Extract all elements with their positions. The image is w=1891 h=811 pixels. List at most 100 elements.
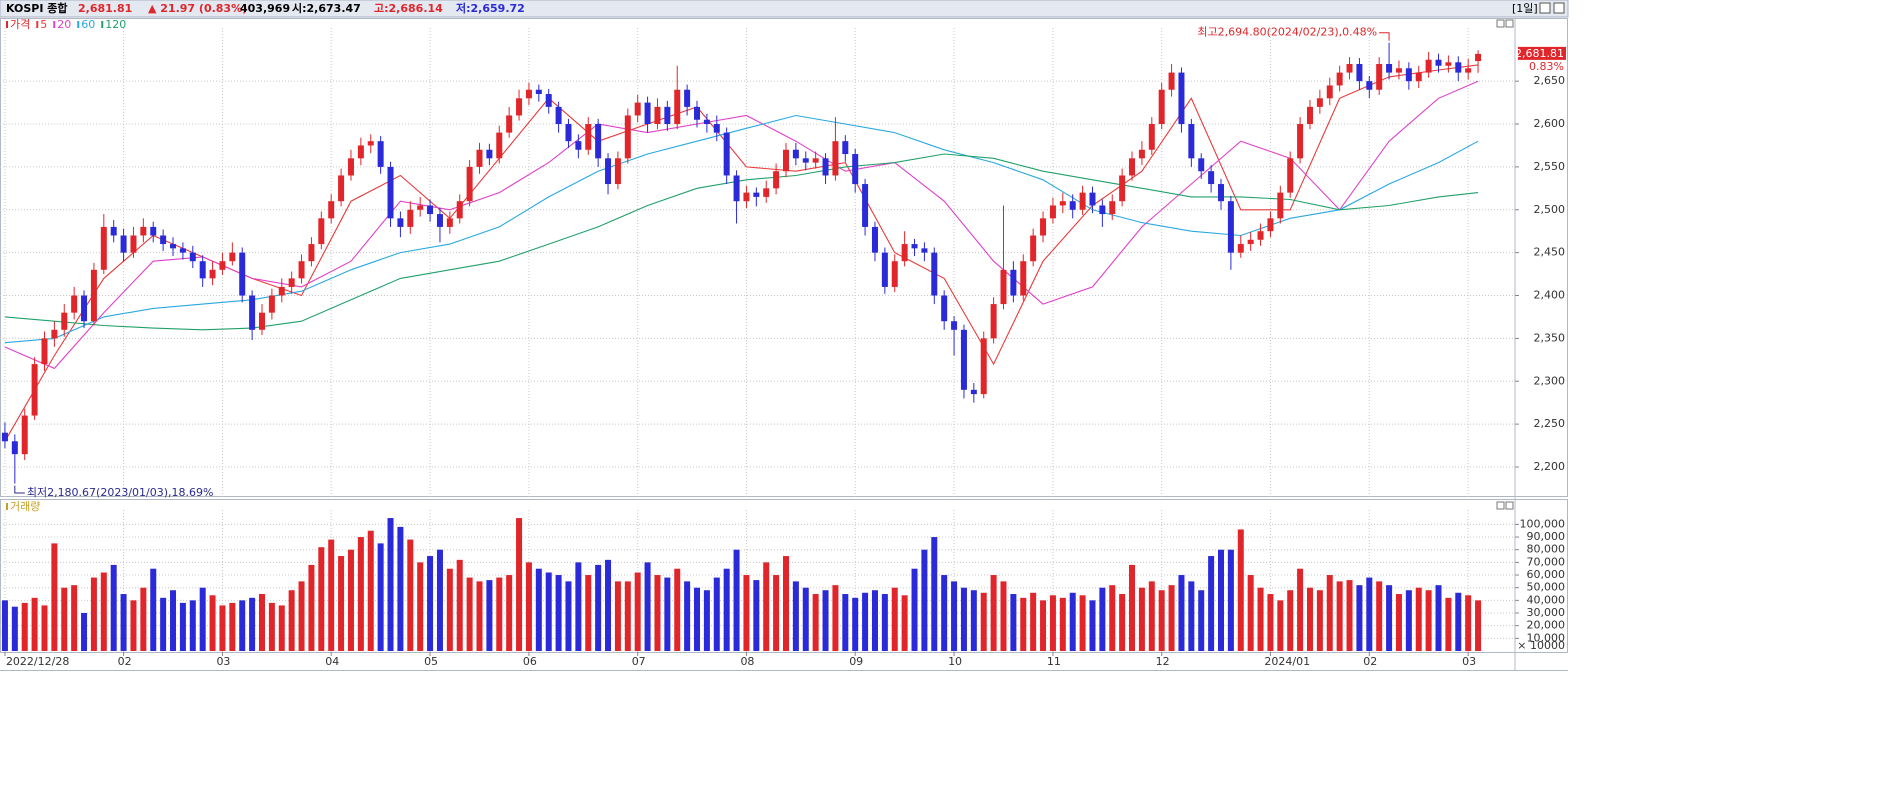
candle-body	[1425, 59, 1432, 73]
volume-panel	[0, 499, 1568, 653]
candle-body	[476, 149, 483, 167]
candle-body	[1198, 158, 1205, 172]
annotation-arrow	[14, 485, 25, 494]
candle-body	[1089, 192, 1096, 206]
candle-body	[1336, 72, 1343, 86]
candle-body	[71, 295, 78, 313]
volume-bar	[328, 539, 335, 651]
candle-body	[298, 261, 305, 279]
candle-body	[446, 218, 453, 227]
candle-body	[842, 141, 849, 155]
candle-body	[417, 205, 424, 210]
candle-body	[713, 124, 720, 133]
volume-bar	[1020, 597, 1027, 651]
candle-body	[100, 226, 107, 270]
volume-bar	[466, 577, 473, 651]
candle-body	[1267, 218, 1274, 232]
candle-body	[1188, 124, 1195, 159]
candle-body	[140, 226, 147, 236]
y-tick-label: 2,450	[1534, 246, 1566, 259]
candle-body	[565, 124, 572, 142]
moving-average-line	[4, 153, 1479, 331]
volume-bar	[41, 605, 48, 651]
candle-body	[654, 106, 661, 125]
candle-body	[535, 89, 542, 95]
volume-bar	[792, 581, 799, 651]
candle-body	[219, 261, 226, 270]
volume-bar	[1395, 594, 1402, 651]
candle-body	[1257, 231, 1264, 240]
candle-body	[506, 115, 513, 133]
volume-bar	[100, 572, 107, 651]
volume-bar	[249, 597, 256, 651]
candle-body	[1376, 64, 1383, 90]
candle-body	[674, 89, 681, 125]
candle-body	[1208, 171, 1215, 185]
x-tick-label: 05	[424, 655, 438, 668]
panel-button[interactable]	[1496, 501, 1505, 510]
x-tick-label: 03	[216, 655, 230, 668]
candle-body	[21, 415, 28, 455]
volume-bar	[911, 568, 918, 651]
panel-button[interactable]	[1496, 19, 1505, 28]
candle-body	[694, 106, 701, 120]
candle-body	[328, 201, 335, 219]
volume-bar	[921, 549, 928, 651]
volume-bar	[436, 549, 443, 651]
close-button[interactable]	[1553, 2, 1565, 14]
candle-body	[397, 218, 404, 227]
volume-bar	[31, 597, 38, 651]
candle-body	[189, 252, 196, 262]
volume-bar	[1366, 577, 1373, 651]
volume-bar	[1138, 587, 1145, 651]
maximize-button[interactable]	[1539, 2, 1551, 14]
volume-bar	[21, 602, 28, 651]
last-price-box	[1518, 46, 1566, 60]
candle-body	[1129, 158, 1136, 176]
volume-bar	[1158, 590, 1165, 651]
candle-body	[318, 218, 325, 245]
candle-body	[733, 175, 740, 202]
y-tick-label: 2,250	[1534, 417, 1566, 430]
volume-bar	[90, 577, 97, 651]
candle-body	[960, 329, 967, 390]
panel-button[interactable]	[1505, 501, 1514, 510]
volume-bar	[1227, 549, 1234, 651]
candle-body	[614, 158, 621, 185]
volume-bar	[852, 597, 859, 651]
candle-body	[347, 158, 354, 176]
candle-body	[51, 329, 58, 339]
candle-body	[1069, 201, 1076, 210]
x-tick-label: 02	[1363, 655, 1377, 668]
candle-body	[1465, 68, 1472, 73]
candle-body	[1148, 124, 1155, 150]
volume-bar	[881, 594, 888, 651]
legend-swatch	[36, 21, 39, 28]
candle-body	[881, 252, 888, 287]
volume-bar	[624, 581, 631, 651]
volume-bar	[753, 580, 760, 651]
volume-bar	[1405, 590, 1412, 651]
volume-bar	[1247, 575, 1254, 651]
volume-bar	[338, 556, 345, 651]
candle-body	[555, 106, 562, 125]
candle-body	[1158, 89, 1165, 125]
candle-body	[1316, 98, 1323, 107]
candle-body	[427, 205, 434, 215]
volume-bar	[525, 562, 532, 651]
candle-body	[624, 115, 631, 159]
candle-body	[278, 286, 285, 296]
panel-button[interactable]	[1505, 19, 1514, 28]
volume-bar	[170, 590, 177, 651]
candle-body	[871, 226, 878, 253]
candle-body	[41, 338, 48, 365]
candle-body	[1218, 184, 1225, 202]
volume-bar	[1465, 595, 1472, 651]
candle-body	[130, 235, 137, 253]
period-button[interactable]: [1일]	[1512, 1, 1538, 15]
candle-body	[862, 184, 869, 227]
volume-bar	[812, 594, 819, 651]
volume-bar	[1079, 595, 1086, 651]
y-tick-label: 2,300	[1534, 374, 1566, 387]
candle-body	[1247, 239, 1254, 245]
